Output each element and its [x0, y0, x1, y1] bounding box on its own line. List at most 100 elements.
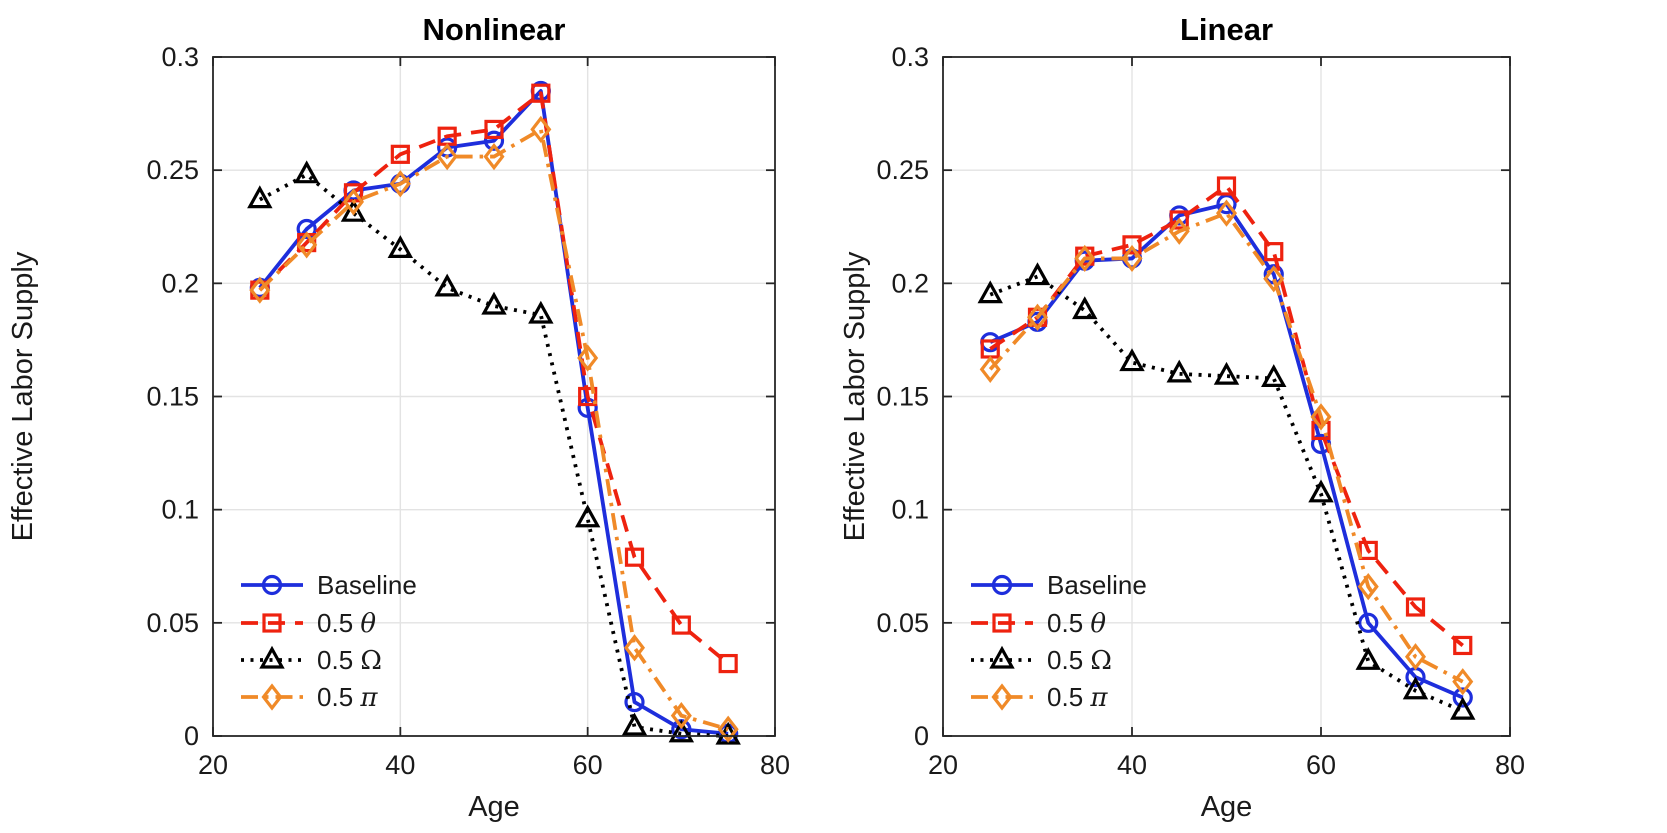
triangle-marker — [1072, 296, 1098, 320]
triangle-marker — [1355, 647, 1381, 670]
diamond-marker — [296, 231, 318, 259]
y-axis-label: Effective Labor Supply — [7, 251, 39, 541]
diamond-marker — [623, 634, 646, 662]
triangle-marker — [1402, 676, 1429, 700]
legend-item-0-5-omega: 0.5 Ω — [241, 645, 382, 676]
legend-label: 0.5 π — [317, 682, 378, 713]
circle-marker — [483, 130, 505, 151]
chart-svg-nonlinear: 0 0.05 0.1 0.15 0.2 0.25 0.3 20 40 60 80 Nonlinear A… — [7, 12, 790, 823]
series-0-5-omega — [247, 160, 741, 745]
tick-marks — [942, 56, 1511, 737]
square-marker — [578, 386, 598, 407]
diamond-marker — [1404, 643, 1427, 671]
triangle-marker — [574, 504, 601, 528]
legend-item-0-5-theta: 0.5 θ — [971, 608, 1106, 639]
triangle-marker — [1213, 361, 1240, 385]
square-marker — [1169, 210, 1189, 230]
triangle-marker — [668, 719, 695, 743]
triangle-marker — [247, 185, 273, 209]
triangle-marker — [528, 300, 554, 324]
diamond-marker — [1215, 199, 1238, 227]
series-0-5-pi-markers — [249, 115, 739, 743]
series-0-5-theta — [980, 176, 1473, 656]
diamond-marker — [483, 142, 505, 171]
square-marker — [1453, 635, 1473, 656]
square-marker — [1405, 597, 1426, 617]
series-baseline-line — [258, 89, 729, 736]
y-tick-label: 0.1 — [161, 495, 199, 525]
y-tick-label: 0.3 — [161, 42, 199, 72]
series-baseline-markers — [249, 80, 739, 744]
gridlines — [943, 57, 1510, 736]
triangle-marker — [293, 160, 320, 184]
diamond-marker — [1310, 403, 1332, 431]
y-tick-label: 0.2 — [161, 268, 199, 298]
triangle-marker — [387, 235, 414, 258]
series-0-5-pi-markers — [979, 199, 1474, 696]
square-marker — [718, 653, 738, 674]
circle-marker — [1216, 194, 1237, 215]
x-tick-label: 20 — [198, 750, 228, 780]
chart-svg-linear: 0 0.05 0.1 0.15 0.2 0.25 0.3 20 40 60 80 Linear Age E… — [839, 12, 1525, 823]
y-tick-label: 0.25 — [146, 155, 199, 185]
circle-marker — [1452, 687, 1473, 708]
legend-label: 0.5 Ω — [317, 645, 382, 676]
x-tick-label: 40 — [385, 750, 415, 780]
diamond-marker — [1074, 244, 1096, 273]
triangle-marker — [977, 280, 1003, 304]
square-marker — [262, 613, 282, 633]
series-0-5-omega-markers — [977, 262, 1476, 720]
series-0-5-theta-line — [989, 184, 1464, 647]
triangle-marker — [1166, 359, 1192, 383]
chart-title: Nonlinear — [423, 12, 566, 47]
chart-nonlinear: 0 0.05 0.1 0.15 0.2 0.25 0.3 20 40 60 80 Nonlinear A… — [0, 0, 833, 833]
triangle-marker — [621, 712, 648, 736]
triangle-marker — [1450, 696, 1476, 720]
square-marker — [531, 83, 551, 103]
diamond-marker — [261, 683, 283, 711]
chart-linear: 0 0.05 0.1 0.15 0.2 0.25 0.3 20 40 60 80 Linear Age E… — [833, 0, 1667, 833]
diamond-marker — [436, 142, 458, 171]
y-tick-label: 0.1 — [891, 495, 929, 525]
legend-label: Baseline — [317, 570, 417, 600]
square-marker — [671, 615, 691, 635]
diamond-marker — [670, 702, 692, 730]
chart-title: Linear — [1180, 12, 1273, 47]
series-0-5-pi-line — [258, 127, 729, 732]
legend-item-0-5-theta: 0.5 θ — [241, 608, 376, 639]
diamond-marker — [1452, 668, 1474, 696]
y-tick-label: 0.15 — [146, 382, 199, 412]
square-marker — [1264, 242, 1284, 262]
series-0-5-omega — [977, 262, 1476, 720]
legend-label: Baseline — [1047, 570, 1147, 600]
diamond-marker — [389, 170, 411, 198]
legend-item-0-5-pi: 0.5 π — [971, 682, 1108, 713]
square-marker — [1358, 540, 1378, 561]
series-baseline — [249, 80, 739, 744]
y-tick-label: 0 — [184, 721, 199, 751]
square-marker — [390, 144, 410, 164]
diamond-marker — [1357, 573, 1379, 601]
legend-item-baseline: Baseline — [971, 570, 1147, 600]
circle-marker — [624, 691, 645, 713]
y-tick-label: 0.3 — [891, 42, 929, 72]
square-marker — [624, 547, 645, 567]
x-tick-label: 60 — [1306, 750, 1336, 780]
triangle-marker — [1261, 364, 1287, 387]
x-tick-label: 60 — [573, 750, 603, 780]
legend: Baseline 0.5 θ 0.5 Ω 0.5 π — [241, 570, 417, 713]
diamond-marker — [530, 115, 552, 144]
legend-label: 0.5 Ω — [1047, 645, 1112, 676]
diamond-marker — [342, 188, 365, 216]
triangle-marker — [481, 291, 507, 315]
legend-item-baseline: Baseline — [241, 570, 417, 600]
series-0-5-omega-markers — [247, 160, 741, 745]
legend-item-0-5-omega: 0.5 Ω — [971, 645, 1112, 676]
circle-marker — [261, 574, 283, 596]
diamond-marker — [991, 683, 1013, 711]
legend-label: 0.5 π — [1047, 682, 1108, 713]
x-tick-label: 40 — [1117, 750, 1147, 780]
y-axis-label: Effective Labor Supply — [839, 251, 871, 541]
diamond-marker — [1263, 265, 1285, 293]
